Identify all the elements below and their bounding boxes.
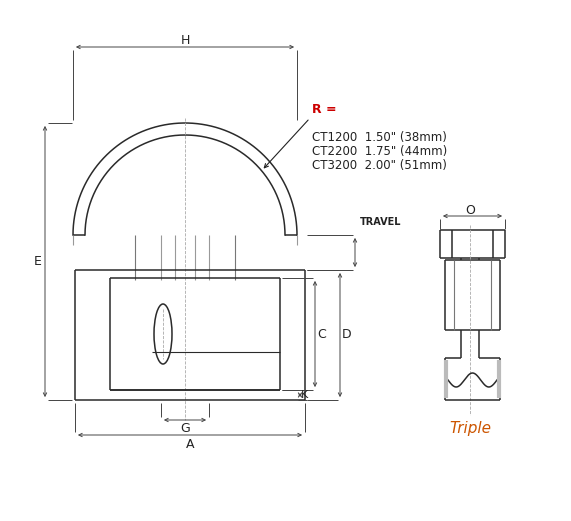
Text: H: H xyxy=(180,34,190,47)
Text: G: G xyxy=(180,423,190,436)
Text: TRAVEL: TRAVEL xyxy=(360,217,401,227)
Text: Triple: Triple xyxy=(449,420,491,436)
Text: CT1200  1.50" (38mm): CT1200 1.50" (38mm) xyxy=(312,131,447,144)
Text: CT2200  1.75" (44mm): CT2200 1.75" (44mm) xyxy=(312,145,447,158)
Text: D: D xyxy=(342,329,352,341)
Text: C: C xyxy=(317,328,327,341)
Text: CT3200  2.00" (51mm): CT3200 2.00" (51mm) xyxy=(312,159,447,172)
Text: E: E xyxy=(34,255,42,268)
Text: A: A xyxy=(186,438,194,451)
Text: K: K xyxy=(301,390,308,400)
Text: O: O xyxy=(465,204,475,217)
Text: R =: R = xyxy=(312,103,337,116)
